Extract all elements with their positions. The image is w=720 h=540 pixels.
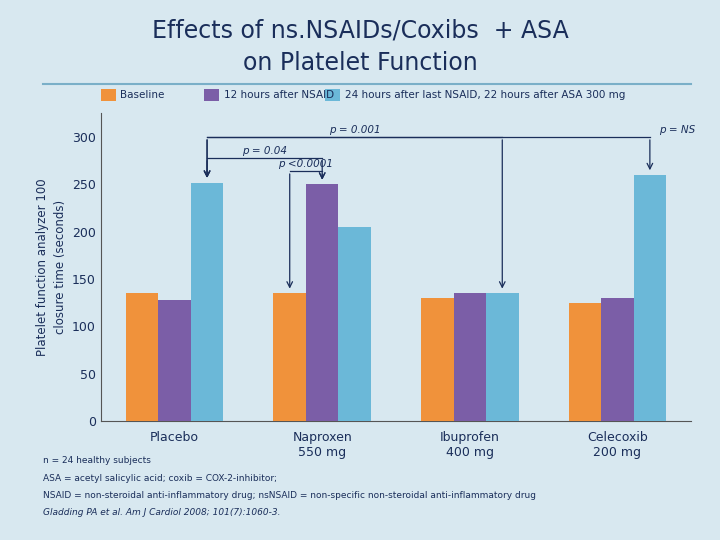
Text: p = 0.04: p = 0.04: [242, 146, 287, 156]
Bar: [486, 293, 518, 421]
Bar: [569, 303, 601, 421]
Bar: [306, 185, 338, 421]
Text: ASA = acetyl salicylic acid; coxib = COX-2-inhibitor;: ASA = acetyl salicylic acid; coxib = COX…: [43, 474, 277, 483]
Text: Gladding PA et al. Am J Cardiol 2008; 101(7):1060-3.: Gladding PA et al. Am J Cardiol 2008; 10…: [43, 508, 281, 517]
Bar: [274, 293, 306, 421]
Bar: [338, 227, 371, 421]
Text: n = 24 healthy subjects: n = 24 healthy subjects: [43, 456, 151, 465]
Bar: [204, 89, 219, 101]
Text: Baseline: Baseline: [120, 90, 165, 100]
Bar: [101, 89, 115, 101]
Bar: [158, 300, 191, 421]
Bar: [126, 293, 158, 421]
Bar: [634, 175, 666, 421]
Text: Effects of ns.NSAIDs/Coxibs  + ASA: Effects of ns.NSAIDs/Coxibs + ASA: [152, 19, 568, 43]
Bar: [191, 183, 223, 421]
Text: NSAID = non-steroidal anti-inflammatory drug; nsNSAID = non-specific non-steroid: NSAID = non-steroidal anti-inflammatory …: [43, 491, 536, 500]
Text: p = 0.001: p = 0.001: [329, 125, 380, 135]
Text: 24 hours after last NSAID, 22 hours after ASA 300 mg: 24 hours after last NSAID, 22 hours afte…: [345, 90, 625, 100]
Text: p = NS: p = NS: [659, 125, 695, 135]
Text: 12 hours after NSAID: 12 hours after NSAID: [224, 90, 334, 100]
Bar: [325, 89, 340, 101]
Bar: [601, 298, 634, 421]
Text: on Platelet Function: on Platelet Function: [243, 51, 477, 75]
Text: p <0.0001: p <0.0001: [279, 159, 333, 169]
Bar: [421, 298, 454, 421]
Y-axis label: Platelet function analyzer 100
closure time (seconds): Platelet function analyzer 100 closure t…: [35, 179, 66, 356]
Bar: [454, 293, 486, 421]
